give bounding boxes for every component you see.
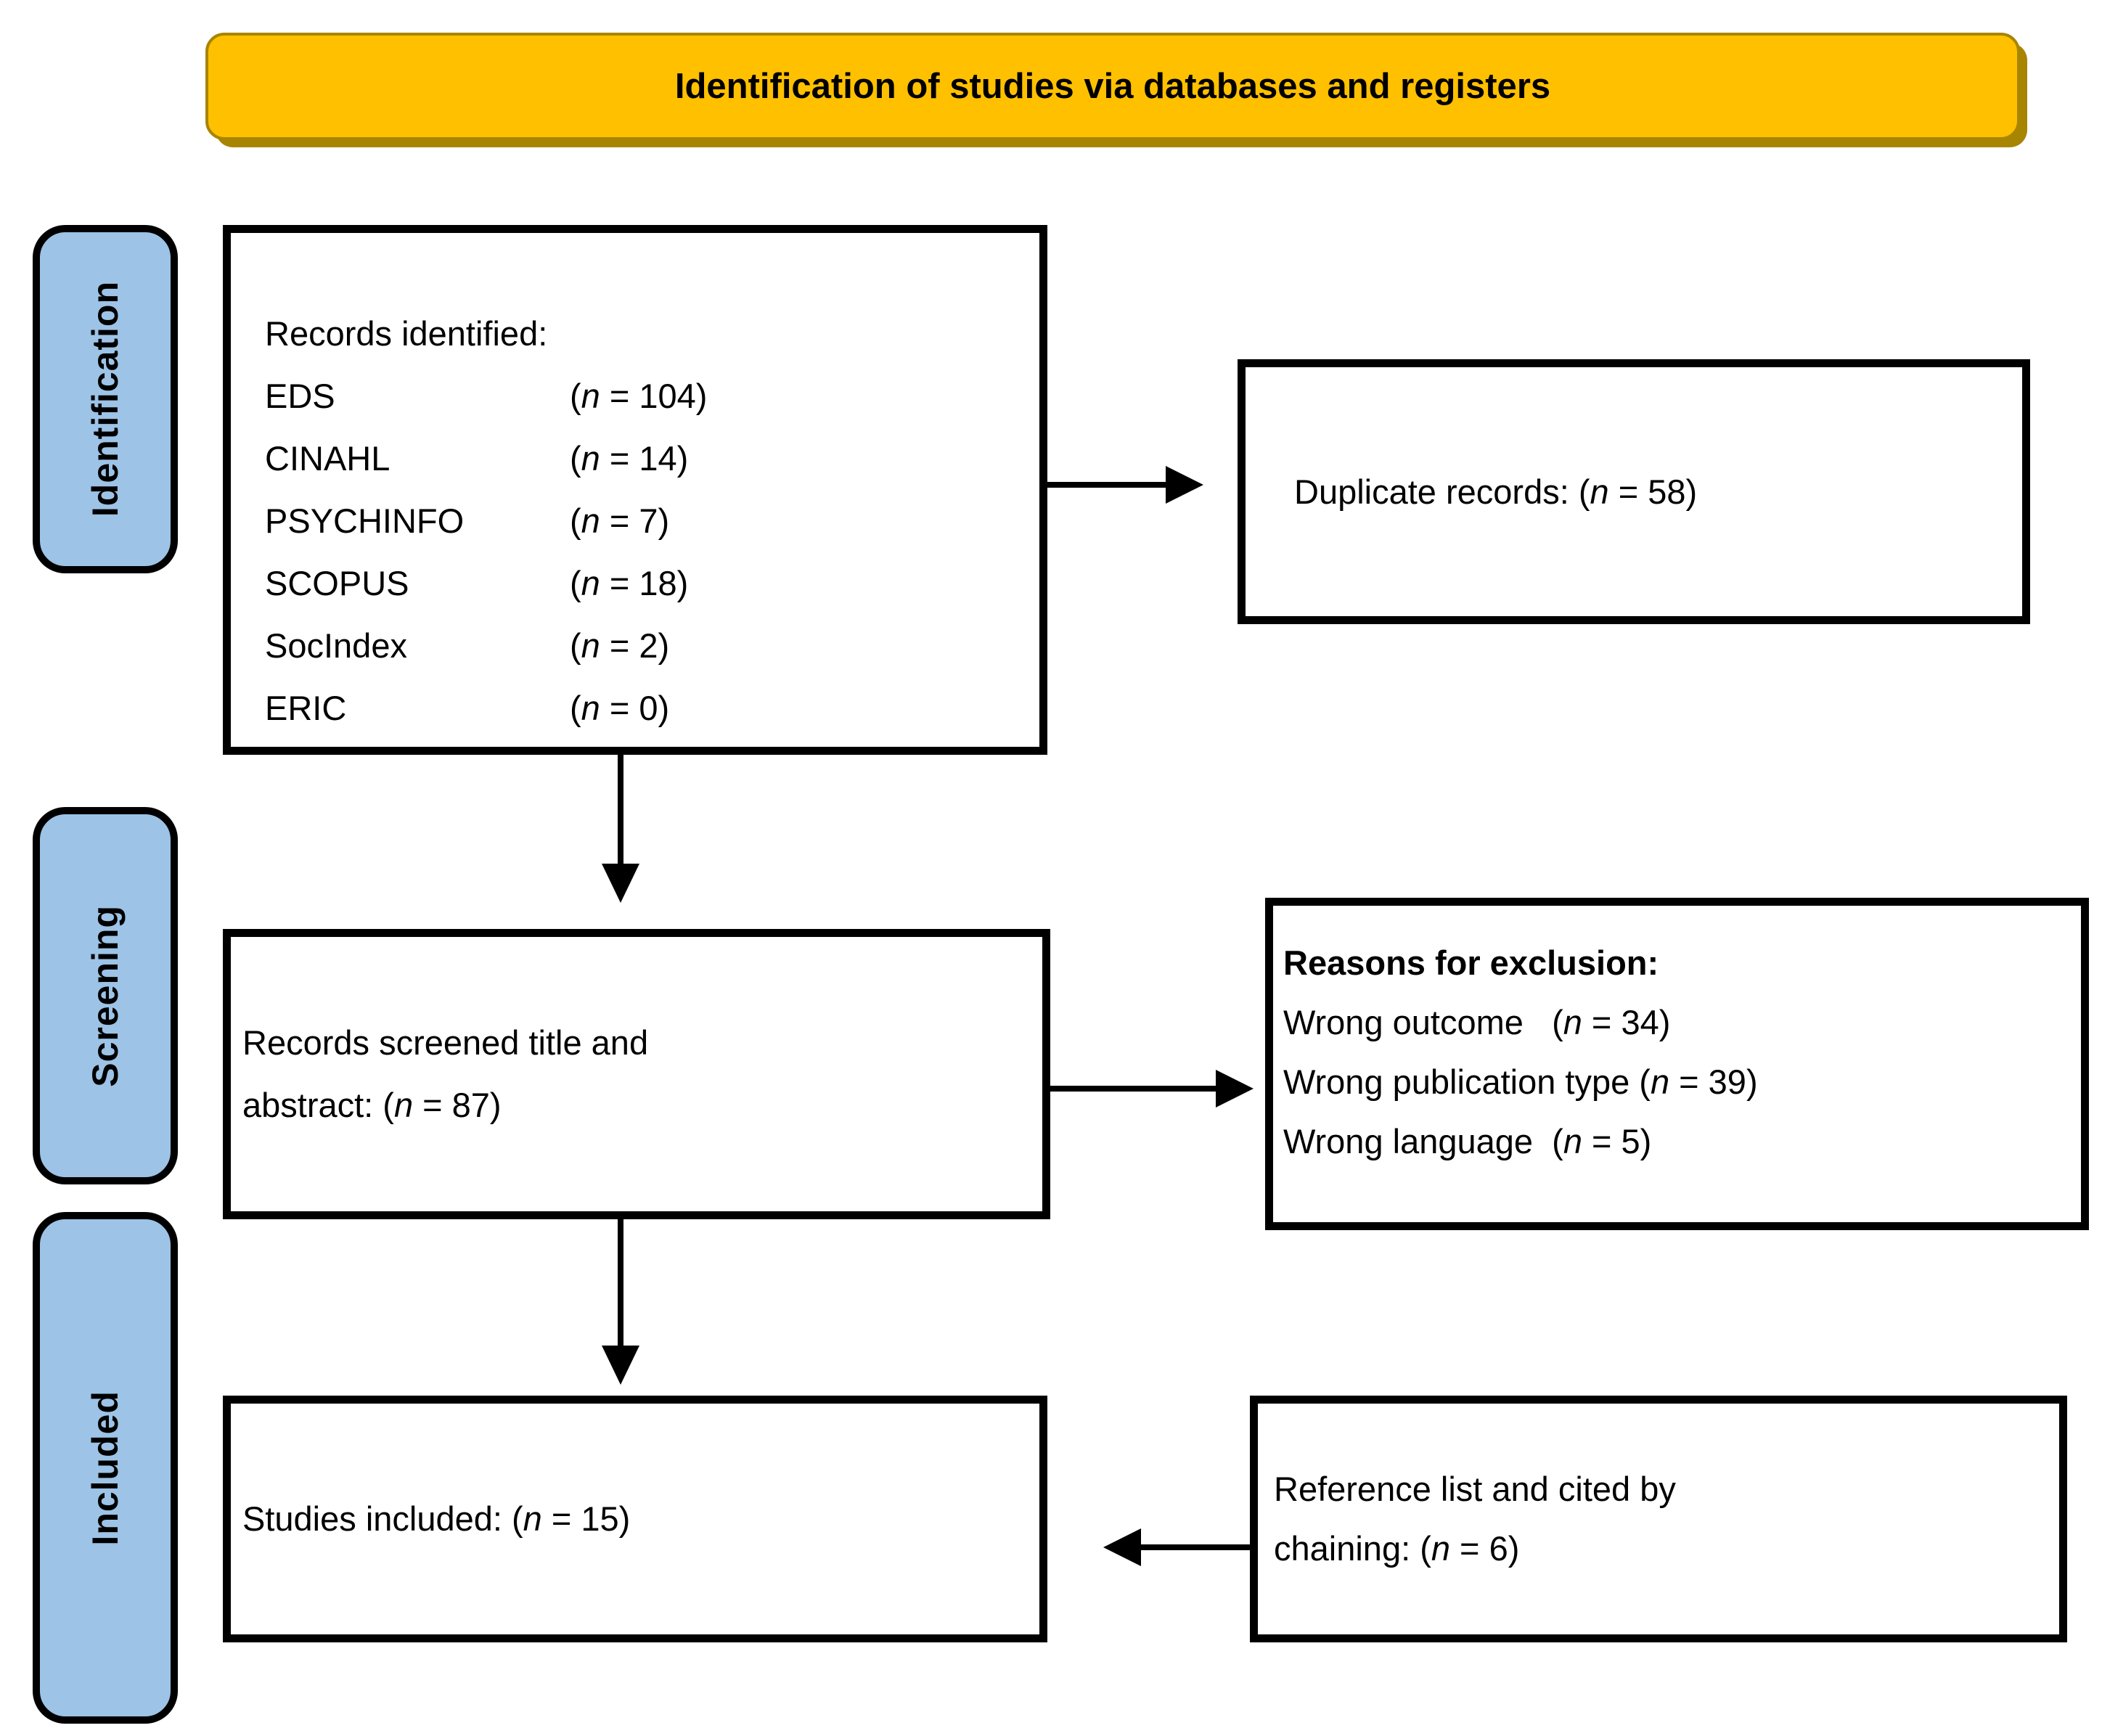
right-arrow-head-icon xyxy=(1166,466,1203,504)
reference-chaining-text: Reference list and cited by chaining: (n… xyxy=(1274,1470,1676,1568)
stage-included: Included xyxy=(33,1212,178,1724)
db-count: (n = 14) xyxy=(570,439,689,478)
exclusion-line-publication-type: Wrong publication type (n = 39) xyxy=(1283,1063,1758,1101)
db-name: CINAHL xyxy=(265,439,390,478)
stage-screening: Screening xyxy=(33,807,178,1184)
duplicate-records-text: Duplicate records: (n = 58) xyxy=(1294,472,1698,511)
stage-included-label: Included xyxy=(85,1390,126,1546)
db-name: PSYCHINFO xyxy=(265,501,465,540)
stage-identification: Identification xyxy=(33,225,178,573)
db-count: (n = 0) xyxy=(570,689,670,727)
exclusion-line-outcome: Wrong outcome (n = 34) xyxy=(1283,1003,1671,1041)
db-row-scopus: SCOPUS (n = 18) xyxy=(265,552,1025,615)
db-row-cinahl: CINAHL (n = 14) xyxy=(265,427,1025,490)
studies-included-text: Studies included: (n = 15) xyxy=(242,1499,631,1538)
db-count: (n = 7) xyxy=(570,501,670,540)
records-screened-text: Records screened title and abstract: (n … xyxy=(242,1023,649,1124)
arrow-line xyxy=(1141,1544,1250,1550)
arrow-line xyxy=(1047,482,1167,488)
db-row-socindex: SocIndex (n = 2) xyxy=(265,615,1025,677)
down-arrow-head-icon xyxy=(602,1346,639,1385)
records-screened-box: Records screened title and abstract: (n … xyxy=(223,929,1050,1219)
db-count: (n = 18) xyxy=(570,564,689,602)
records-identified-box: Records identified: EDS (n = 104) CINAHL… xyxy=(223,225,1047,755)
right-arrow-head-icon xyxy=(1216,1070,1254,1107)
stage-identification-label: Identification xyxy=(85,281,126,517)
db-row-psychinfo: PSYCHINFO (n = 7) xyxy=(265,490,1025,552)
db-name: SocIndex xyxy=(265,626,407,665)
reasons-exclusion-box: Reasons for exclusion: Wrong outcome (n … xyxy=(1265,898,2089,1230)
arrow-line xyxy=(618,1218,623,1347)
title-banner: Identification of studies via databases … xyxy=(205,33,2020,140)
down-arrow-head-icon xyxy=(602,864,639,903)
arrow-line xyxy=(618,753,623,865)
db-name: SCOPUS xyxy=(265,564,409,602)
db-count: (n = 104) xyxy=(570,377,708,415)
db-row-eds: EDS (n = 104) xyxy=(265,365,1025,427)
studies-included-box: Studies included: (n = 15) xyxy=(223,1396,1047,1642)
db-name: EDS xyxy=(265,377,335,415)
left-arrow-head-icon xyxy=(1103,1528,1141,1566)
stage-screening-label: Screening xyxy=(85,904,126,1087)
db-count: (n = 2) xyxy=(570,626,670,665)
records-identified-heading: Records identified: xyxy=(265,314,548,353)
exclusion-heading: Reasons for exclusion: xyxy=(1283,943,1659,982)
duplicate-records-box: Duplicate records: (n = 58) xyxy=(1238,359,2030,624)
reference-chaining-box: Reference list and cited by chaining: (n… xyxy=(1250,1396,2067,1642)
exclusion-line-language: Wrong language (n = 5) xyxy=(1283,1122,1652,1160)
diagram-title: Identification of studies via databases … xyxy=(674,67,1551,106)
db-row-eric: ERIC (n = 0) xyxy=(265,677,1025,740)
arrow-line xyxy=(1050,1086,1217,1092)
db-name: ERIC xyxy=(265,689,347,727)
